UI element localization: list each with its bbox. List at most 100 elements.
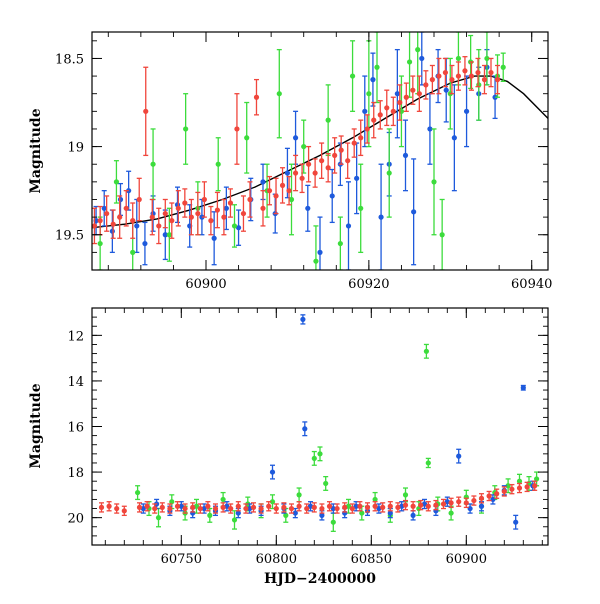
data-point (534, 471, 540, 487)
data-point (455, 61, 462, 91)
top-y-axis-label: Magnitude (28, 108, 44, 193)
data-point (329, 168, 335, 224)
data-point (92, 207, 98, 245)
data-point (456, 496, 462, 507)
data-point (292, 154, 299, 192)
data-point (135, 485, 141, 501)
x-tick-label: 60800 (256, 552, 297, 567)
data-point (520, 384, 526, 391)
data-point (182, 503, 188, 514)
data-point (423, 70, 429, 100)
y-tick-label: 20 (67, 512, 84, 527)
data-point (234, 93, 240, 165)
y-tick-label: 19.5 (55, 229, 84, 244)
data-point (374, 32, 380, 104)
data-point (296, 501, 302, 512)
data-point (214, 191, 220, 229)
data-point (227, 188, 234, 218)
data-point (235, 209, 242, 246)
data-point (306, 145, 312, 183)
data-point (113, 160, 120, 204)
data-point (190, 502, 196, 513)
data-point (481, 64, 488, 95)
data-point (370, 52, 376, 107)
data-point (463, 75, 470, 148)
data-point (494, 488, 500, 499)
data-point (150, 128, 156, 201)
data-point (342, 502, 348, 513)
data-point (175, 190, 181, 227)
data-point (433, 499, 439, 511)
x-tick-label: 60900 (446, 552, 487, 567)
series-b_band (140, 314, 536, 530)
data-point (384, 89, 390, 127)
data-point (395, 502, 401, 513)
x-tick-label: 60750 (161, 552, 202, 567)
data-point (276, 48, 282, 139)
x-tick-label: 60940 (511, 277, 552, 292)
data-point (155, 507, 162, 528)
data-point (156, 207, 162, 245)
data-point (349, 503, 355, 514)
data-point (488, 57, 494, 88)
data-point (484, 32, 490, 86)
data-point (403, 82, 409, 112)
series-r_band (98, 480, 538, 517)
data-point (221, 198, 227, 236)
data-point (260, 190, 266, 227)
data-point (266, 501, 272, 512)
data-point (429, 64, 435, 95)
data-point (317, 216, 323, 270)
data-point (509, 483, 515, 495)
data-point (201, 181, 207, 218)
data-point (311, 502, 317, 513)
data-point (149, 198, 155, 236)
data-point (208, 205, 214, 236)
y-tick-label: 14 (67, 375, 84, 390)
data-point (364, 502, 371, 513)
data-point (319, 142, 325, 179)
data-point (109, 209, 115, 254)
data-point (174, 501, 181, 512)
data-point (104, 195, 110, 232)
bottom-x-axis-label: HJD−2400000 (264, 571, 376, 587)
data-point (402, 119, 409, 192)
data-point (250, 502, 257, 513)
data-point (288, 503, 295, 514)
data-point (114, 503, 120, 514)
data-point (162, 198, 168, 229)
data-point (476, 48, 482, 121)
data-point (513, 514, 519, 530)
data-point (279, 167, 286, 204)
data-point (317, 446, 323, 462)
data-point (423, 343, 429, 359)
data-point (410, 501, 416, 512)
data-point (332, 137, 338, 174)
data-point (273, 503, 279, 514)
y-tick-label: 16 (67, 421, 84, 436)
data-point (364, 114, 370, 144)
data-point (398, 75, 405, 148)
data-point (425, 501, 431, 512)
data-point (231, 510, 238, 530)
data-point (188, 198, 194, 236)
data-point (98, 502, 105, 513)
data-point (394, 48, 400, 139)
data-point (425, 457, 431, 469)
data-point (516, 482, 523, 494)
data-point (312, 158, 318, 188)
data-point (387, 501, 393, 512)
data-point (478, 493, 485, 504)
data-point (136, 502, 143, 513)
model-curve (92, 75, 548, 229)
data-point (337, 216, 343, 270)
data-point (325, 84, 331, 157)
data-point (532, 480, 538, 491)
data-point (300, 314, 306, 325)
data-point (142, 221, 148, 266)
data-point (136, 177, 142, 222)
data-point (143, 66, 149, 157)
data-point (215, 137, 221, 192)
data-point (372, 501, 378, 512)
